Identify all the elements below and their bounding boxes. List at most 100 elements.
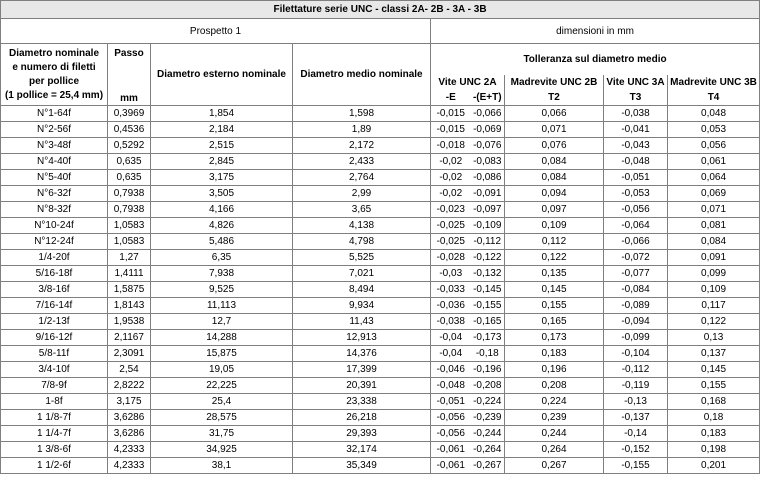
cell-nominal-diameter: 1 3/8-6f [0,441,108,458]
cell-pitch: 1,9538 [107,313,151,330]
cell-tol-2b-t2: 0,135 [504,265,604,282]
cell-nominal-diameter: N°12-24f [0,233,108,250]
cell-pitch-diameter: 35,349 [292,457,431,474]
cell-tol-3b-t4: 0,198 [666,441,760,458]
header-nominal-diameter-line4: (1 pollice = 25,4 mm) [4,89,104,101]
table-row: 1 1/2-6f 4,2333 38,1 35,349 -0,061 -0,267 0,26… [0,457,760,474]
cell-tol-2b-t2: 0,109 [504,217,604,234]
cell-tol-2b-t2: 0,076 [504,137,604,154]
cell-tol-2b-t2: 0,224 [504,393,604,410]
cell-pitch-diameter: 5,525 [292,249,431,266]
cell-tol-2a-e: -0,056 [430,425,471,442]
cell-tol-2b-t2: 0,208 [504,377,604,394]
cell-tol-2b-t2: 0,094 [504,185,604,202]
header-pitch-label: Passo [114,48,144,59]
cell-pitch-diameter: 2,99 [292,185,431,202]
cell-tol-2b-t2: 0,145 [504,281,604,298]
cell-tol-3b-t4: 0,084 [666,233,760,250]
cell-nominal-diameter: N°3-48f [0,137,108,154]
cell-tol-2a-et: -0,109 [470,217,505,234]
cell-outer-diameter: 4,166 [150,201,293,218]
cell-outer-diameter: 3,505 [150,185,293,202]
cell-tol-3b-t4: 0,048 [666,105,760,122]
cell-nominal-diameter: 9/16-12f [0,329,108,346]
cell-tol-2a-et: -0,122 [470,249,505,266]
cell-outer-diameter: 38,1 [150,457,293,474]
cell-pitch: 0,3969 [107,105,151,122]
cell-pitch-diameter: 7,021 [292,265,431,282]
cell-pitch-diameter: 2,764 [292,169,431,186]
cell-tol-2a-et: -0,132 [470,265,505,282]
cell-tol-2a-e: -0,015 [430,121,471,138]
cell-nominal-diameter: 5/8-11f [0,345,108,362]
cell-tol-3a-t3: -0,041 [603,121,668,138]
cell-tol-2a-et: -0,112 [470,233,505,250]
cell-tol-3a-t3: -0,104 [603,345,668,362]
dimensions-note: dimensioni in mm [429,18,760,44]
table-row: N°5-40f 0,635 3,175 2,764 -0,02 -0,086 0,084 -0… [0,169,760,186]
cell-pitch: 1,0583 [107,233,151,250]
prospetto-label: Prospetto 1 [0,18,431,44]
cell-pitch-diameter: 4,138 [292,217,431,234]
cell-tol-3a-t3: -0,152 [603,441,668,458]
table-row: 3/8-16f 1,5875 9,525 8,494 -0,033 -0,145 0,145… [0,281,760,298]
cell-tol-2a-et: -0,091 [470,185,505,202]
cell-pitch: 1,4111 [107,265,151,282]
cell-pitch-diameter: 1,598 [292,105,431,122]
cell-pitch-diameter: 32,174 [292,441,431,458]
cell-tol-2a-et: -0,196 [470,361,505,378]
cell-tol-3b-t4: 0,081 [666,217,760,234]
cell-tol-3a-t3: -0,051 [603,169,668,186]
cell-pitch: 0,7938 [107,185,151,202]
header-tolerance: Tolleranza sul diametro medio [429,43,760,75]
cell-nominal-diameter: N°1-64f [0,105,108,122]
table-row: 7/8-9f 2,8222 22,225 20,391 -0,048 -0,208 0,20… [0,377,760,394]
cell-pitch: 1,8143 [107,297,151,314]
cell-tol-2b-t2: 0,239 [504,409,604,426]
cell-tol-3a-t3: -0,084 [603,281,668,298]
cell-tol-2b-t2: 0,196 [504,361,604,378]
cell-nominal-diameter: N°2-56f [0,121,108,138]
cell-tol-2a-et: -0,145 [470,281,505,298]
cell-tol-2a-et: -0,18 [470,345,505,362]
cell-tol-3a-t3: -0,077 [603,265,668,282]
cell-tol-2a-e: -0,048 [430,377,471,394]
cell-tol-3a-t3: -0,056 [603,201,668,218]
cell-tol-2b-t2: 0,155 [504,297,604,314]
cell-outer-diameter: 19,05 [150,361,293,378]
cell-pitch-diameter: 8,494 [292,281,431,298]
header-nut-2b: Madrevite UNC 2B [504,74,604,90]
cell-tol-3a-t3: -0,072 [603,249,668,266]
table-row: 5/16-18f 1,4111 7,938 7,021 -0,03 -0,132 0,135… [0,265,760,282]
cell-tol-2a-e: -0,025 [430,233,471,250]
cell-pitch-diameter: 14,376 [292,345,431,362]
cell-pitch: 0,4536 [107,121,151,138]
cell-tol-2a-et: -0,208 [470,377,505,394]
cell-nominal-diameter: 1/4-20f [0,249,108,266]
cell-tol-3a-t3: -0,14 [603,425,668,442]
cell-nominal-diameter: 1 1/4-7f [0,425,108,442]
cell-outer-diameter: 2,845 [150,153,293,170]
cell-pitch-diameter: 9,934 [292,297,431,314]
cell-nominal-diameter: N°8-32f [0,201,108,218]
cell-tol-2a-et: -0,086 [470,169,505,186]
cell-pitch-diameter: 4,798 [292,233,431,250]
header-t2: T2 [504,89,604,106]
cell-outer-diameter: 2,515 [150,137,293,154]
cell-tol-2a-et: -0,165 [470,313,505,330]
cell-tol-3b-t4: 0,137 [666,345,760,362]
header-2a-et: -(E+T) [470,89,505,106]
cell-outer-diameter: 15,875 [150,345,293,362]
cell-nominal-diameter: N°6-32f [0,185,108,202]
header-nominal-diameter-line3: per pollice [28,75,79,87]
table-row: N°2-56f 0,4536 2,184 1,89 -0,015 -0,069 0,071-… [0,121,760,138]
cell-pitch: 1,0583 [107,217,151,234]
cell-tol-2a-e: -0,04 [430,329,471,346]
table-row: 9/16-12f 2,1167 14,288 12,913 -0,04 -0,173 0,1… [0,329,760,346]
cell-tol-2a-et: -0,239 [470,409,505,426]
header-t4: T4 [666,89,760,106]
cell-tol-3b-t4: 0,18 [666,409,760,426]
cell-pitch: 4,2333 [107,457,151,474]
cell-nominal-diameter: 7/16-14f [0,297,108,314]
